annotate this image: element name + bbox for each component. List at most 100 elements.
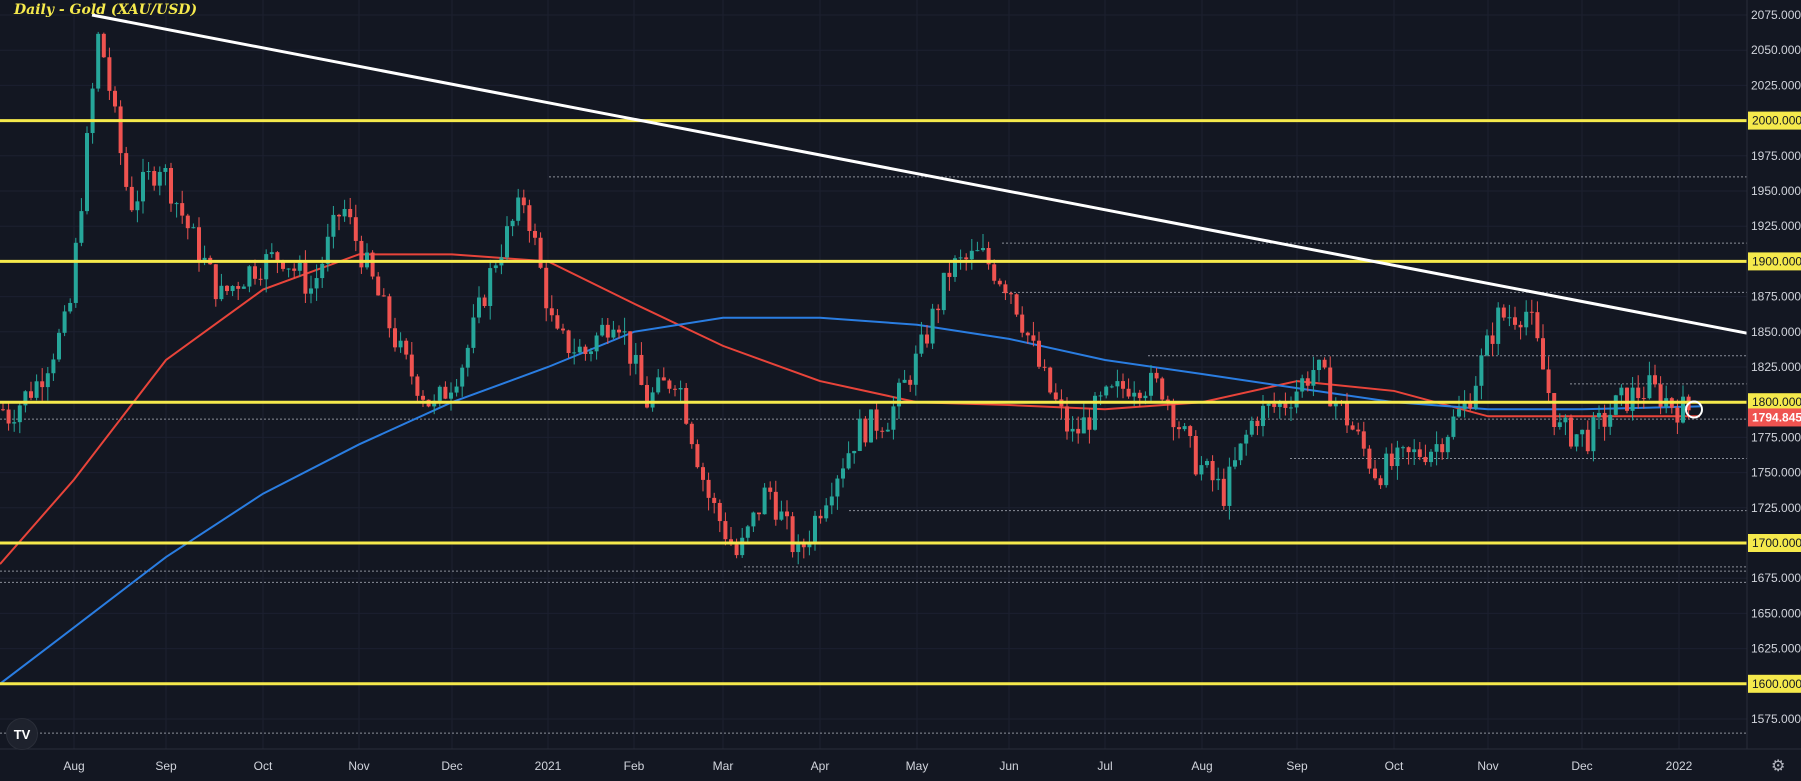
candle-body: [1003, 284, 1008, 294]
candle-body: [1345, 401, 1349, 426]
candle-body: [1636, 387, 1641, 399]
candle-body: [1177, 427, 1181, 430]
candle-body: [874, 409, 879, 431]
candle-body: [829, 496, 834, 506]
candle-body: [1457, 409, 1461, 417]
candle-body: [68, 302, 73, 312]
candle-body: [969, 250, 974, 260]
candle-body: [342, 208, 347, 217]
gear-icon[interactable]: ⚙: [1771, 758, 1786, 775]
candle-body: [1261, 405, 1265, 427]
candle-body: [572, 352, 577, 354]
price-axis[interactable]: 1575.000 1600.000 1625.000 1650.000 1675.000…: [1746, 0, 1801, 749]
time-tick-label: 2021: [535, 759, 562, 773]
candle-body: [740, 537, 745, 556]
candle-body: [953, 258, 957, 277]
current-price-marker: [1685, 400, 1703, 419]
candle-body: [992, 264, 997, 281]
candle-body: [376, 276, 381, 296]
price-tick-label: 2050.000: [1751, 43, 1801, 57]
yellow-levels[interactable]: [0, 119, 1747, 686]
candle-body: [1473, 385, 1478, 409]
candle-body: [286, 268, 291, 270]
candle-body: [1423, 456, 1428, 463]
time-tick-label: Sep: [1286, 759, 1308, 773]
candle-body: [661, 377, 666, 381]
price-tick-label: 1925.000: [1751, 219, 1801, 233]
candle-body: [79, 211, 84, 243]
candle-body: [1513, 317, 1517, 325]
trendline[interactable]: [91, 13, 1748, 419]
candle-body: [538, 237, 543, 268]
candle-body: [510, 220, 515, 227]
tradingview-logo-icon[interactable]: TV: [6, 718, 38, 750]
level-price-tag: [1748, 393, 1801, 412]
grid-lines: [0, 0, 1747, 749]
time-tick-label: Dec: [1571, 759, 1592, 773]
candle-body: [958, 257, 963, 259]
candle-body: [1373, 468, 1377, 479]
candle-body: [477, 297, 481, 318]
candle-body: [90, 88, 95, 134]
candle-body: [897, 382, 901, 407]
candle-body: [113, 90, 117, 107]
level-price-label: 2000.000: [1752, 114, 1801, 128]
candle-body: [96, 33, 101, 89]
candle-body: [1647, 375, 1652, 399]
level-price-tag: [1748, 534, 1801, 552]
candle-body: [885, 429, 890, 432]
candle-body: [611, 329, 616, 338]
candle-body: [1619, 387, 1624, 396]
price-tick-label: 1775.000: [1751, 430, 1801, 444]
time-tick-label: Oct: [254, 759, 273, 773]
level-price-tag: [1748, 674, 1801, 693]
candle-body: [796, 544, 801, 553]
candle-body: [146, 171, 151, 173]
candle-body: [1014, 294, 1019, 315]
candle-body: [1025, 332, 1030, 336]
candle-body: [45, 373, 50, 388]
time-axis[interactable]: Aug Sep Oct Nov Dec 2021 Feb Mar Apr May Jun Jul Aug…: [0, 748, 1801, 773]
candle-body: [936, 308, 941, 311]
level-price-label: 1700.000: [1752, 536, 1801, 550]
candle-body: [594, 335, 599, 352]
price-tick-label: 1825.000: [1751, 360, 1801, 374]
candle-body: [617, 329, 621, 333]
candle-body: [1417, 449, 1422, 457]
candle-body: [101, 33, 106, 58]
candle-body: [1053, 392, 1058, 400]
time-tick-label: Nov: [1477, 759, 1498, 773]
candle-body: [1037, 340, 1041, 367]
time-tick-label: Mar: [713, 759, 734, 773]
candle-body: [779, 511, 784, 520]
candle-body: [443, 386, 448, 399]
candle-body: [1216, 478, 1221, 481]
time-tick-label: Dec: [441, 759, 462, 773]
candle-body: [1087, 417, 1092, 430]
candle-body: [213, 264, 218, 300]
candle-body: [1630, 387, 1635, 411]
candle-body: [348, 208, 353, 218]
candle-body: [17, 405, 22, 423]
candle-body: [1496, 307, 1501, 344]
candle-body: [1356, 429, 1361, 432]
candle-body: [1440, 444, 1445, 453]
candle-body: [292, 268, 297, 271]
candle-body: [997, 280, 1002, 285]
price-tick-label: 1950.000: [1751, 184, 1801, 198]
candle-body: [493, 265, 498, 269]
candle-body: [1541, 338, 1545, 370]
candle-body: [353, 217, 358, 241]
time-tick-label: May: [906, 759, 929, 773]
candle-body: [219, 285, 224, 300]
candle-body: [169, 167, 173, 204]
candle-body: [919, 334, 924, 354]
time-tick-label: 2022: [1666, 759, 1693, 773]
candle-body: [1468, 401, 1473, 409]
candle-body: [1311, 370, 1316, 386]
candle-body: [29, 391, 33, 398]
candle-body: [1675, 407, 1680, 423]
candle-body: [1485, 335, 1489, 356]
candle-body: [981, 248, 985, 251]
